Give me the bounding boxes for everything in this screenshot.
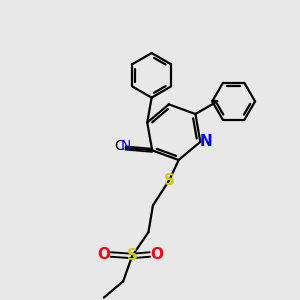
Text: S: S (127, 248, 138, 263)
Text: C: C (114, 139, 124, 153)
Text: N: N (199, 134, 212, 149)
Text: O: O (150, 247, 163, 262)
Text: O: O (98, 247, 111, 262)
Text: S: S (164, 173, 175, 188)
Text: N: N (120, 139, 131, 153)
